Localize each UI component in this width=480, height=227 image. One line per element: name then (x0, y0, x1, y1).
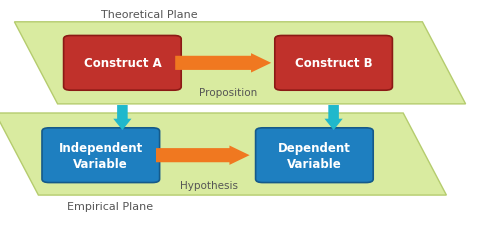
FancyBboxPatch shape (63, 36, 181, 91)
FancyBboxPatch shape (275, 36, 392, 91)
Text: Construct A: Construct A (84, 57, 161, 70)
FancyBboxPatch shape (255, 128, 373, 183)
FancyArrow shape (113, 106, 132, 131)
FancyBboxPatch shape (42, 128, 159, 183)
Polygon shape (0, 114, 446, 195)
FancyArrow shape (156, 146, 250, 165)
FancyArrow shape (324, 106, 343, 131)
FancyArrow shape (175, 54, 271, 73)
Text: Proposition: Proposition (199, 87, 257, 97)
Text: Hypothesis: Hypothesis (180, 180, 238, 190)
Text: Empirical Plane: Empirical Plane (67, 201, 153, 211)
Text: Independent
Variable: Independent Variable (59, 141, 143, 170)
Text: Theoretical Plane: Theoretical Plane (101, 10, 197, 20)
Text: Dependent
Variable: Dependent Variable (278, 141, 351, 170)
Text: Construct B: Construct B (295, 57, 372, 70)
Polygon shape (14, 23, 466, 104)
